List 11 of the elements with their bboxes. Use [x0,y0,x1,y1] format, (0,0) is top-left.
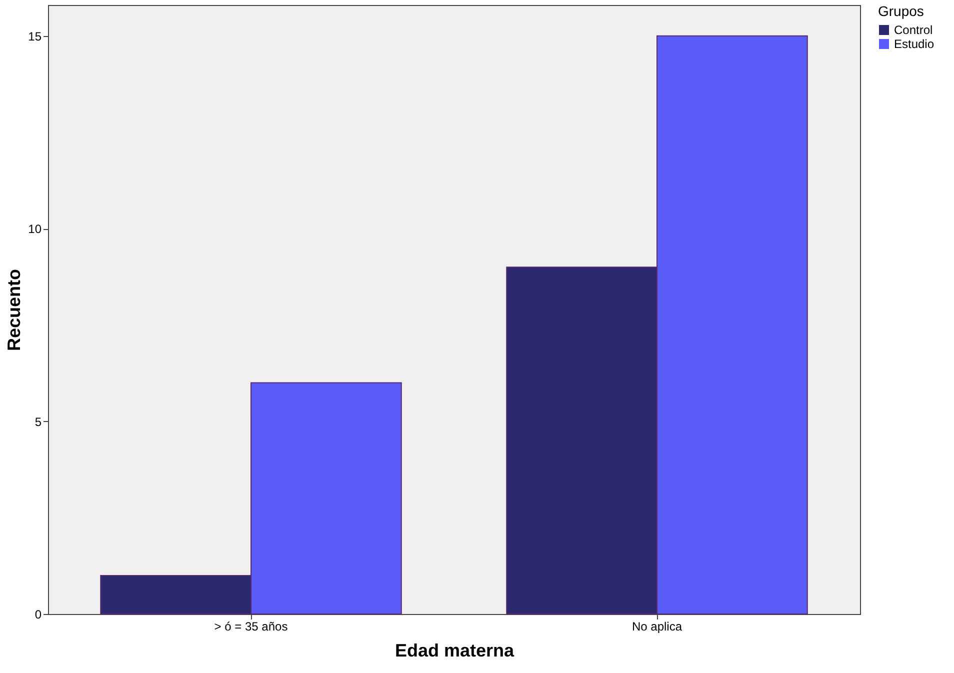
y-axis-title: Recuento [4,268,24,352]
y-tick-label: 15 [28,29,42,44]
x-tick-label: > ó = 35 años [214,620,288,634]
y-tick-label: 5 [34,414,42,429]
y-tick-label: 10 [28,222,42,236]
legend-title: Grupos [878,3,924,19]
legend-label: Control [894,23,933,37]
y-tick-label: 0 [34,608,42,622]
x-axis-title: Edad materna [394,640,516,660]
x-tick-label: No aplica [632,620,682,634]
legend-label: Estudio [894,37,934,51]
